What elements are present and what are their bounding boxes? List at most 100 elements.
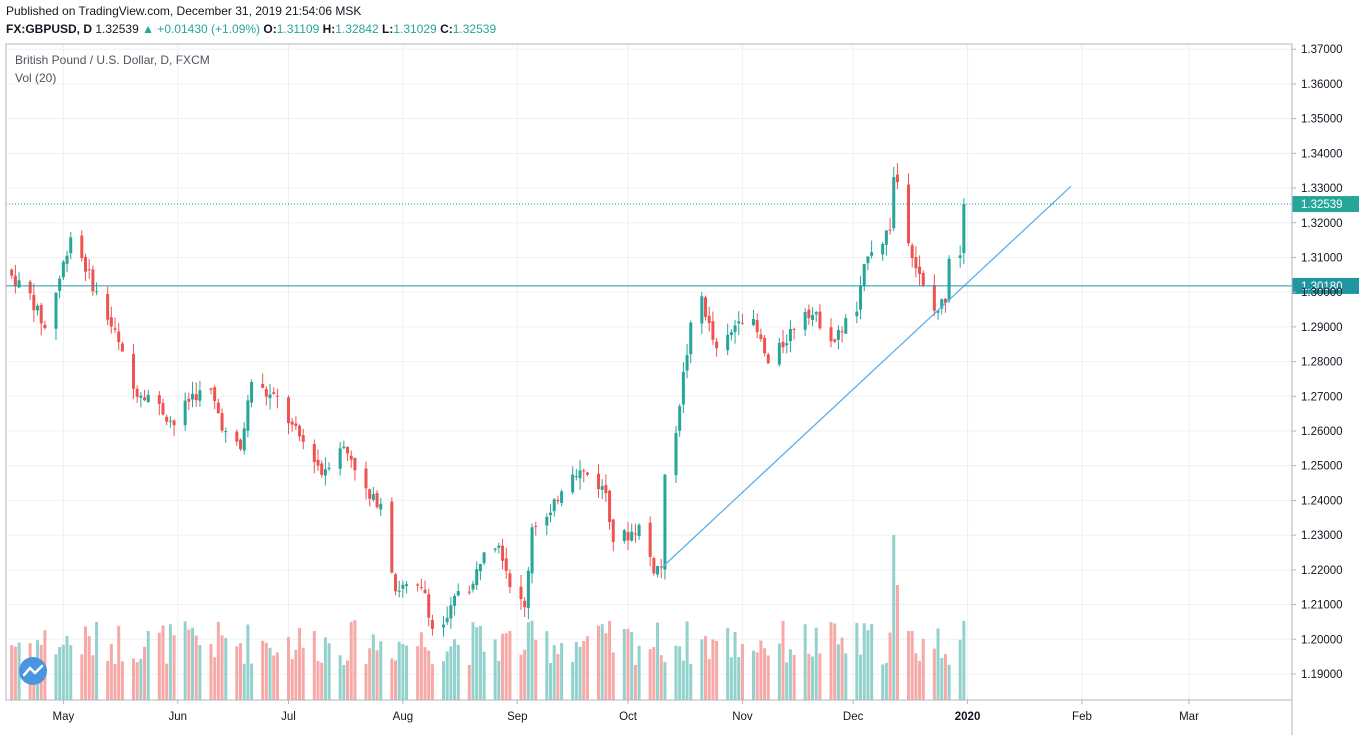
volume-bar xyxy=(191,627,195,700)
volume-bar xyxy=(534,639,538,700)
volume-bar xyxy=(884,662,888,700)
candle-body xyxy=(755,319,759,333)
volume-bar xyxy=(371,634,375,700)
volume-bar xyxy=(294,649,298,700)
candle-body xyxy=(604,484,608,494)
candle-body xyxy=(242,428,246,451)
volume-bar xyxy=(364,664,368,700)
volume-bar xyxy=(545,631,549,700)
candle-body xyxy=(862,263,866,286)
volume-bar xyxy=(726,627,730,700)
x-tick-label: Jul xyxy=(281,711,296,723)
high-label: H: xyxy=(322,22,336,36)
volume-bar xyxy=(183,621,187,700)
symbol-ohlc-line: FX:GBPUSD, D 1.32539 ▲ +0.01430 (+1.09%)… xyxy=(6,22,496,36)
volume-bar xyxy=(604,633,608,700)
candle-body xyxy=(888,229,892,231)
candle-body xyxy=(652,558,656,574)
candle-body xyxy=(918,266,922,275)
candle-body xyxy=(290,421,294,425)
candle-body xyxy=(892,177,896,229)
trendline[interactable] xyxy=(660,185,1072,569)
candle-body xyxy=(711,321,715,340)
candle-body xyxy=(183,400,187,426)
x-tick-label: May xyxy=(52,711,74,723)
candle-body xyxy=(552,499,556,512)
volume-bar xyxy=(368,648,372,700)
volume-bar xyxy=(866,630,870,700)
volume-bar xyxy=(715,640,719,700)
candle-body xyxy=(456,591,460,596)
volume-bar xyxy=(519,654,523,700)
volume-bar xyxy=(648,649,652,700)
candle-body xyxy=(530,527,534,574)
volume-bar xyxy=(918,660,922,700)
volume-bar xyxy=(286,637,290,700)
candle-body xyxy=(526,570,530,608)
candle-body xyxy=(962,204,966,253)
volume-bar xyxy=(120,661,124,700)
candle-body xyxy=(109,317,113,327)
volume-bar xyxy=(788,649,792,700)
chart-axes: 1.19000 1.20000 1.21000 1.22000 1.23000 1.240… xyxy=(5,43,1343,735)
volume-bar xyxy=(109,643,113,700)
volume-bar xyxy=(752,650,756,700)
volume-bar xyxy=(58,646,62,700)
volume-bar xyxy=(131,658,135,700)
volume-bar xyxy=(161,625,165,700)
x-tick-label: Jun xyxy=(168,711,187,723)
volume-bars xyxy=(10,535,966,700)
candle-body xyxy=(844,318,848,334)
candle-body xyxy=(759,334,763,339)
candle-body xyxy=(146,394,150,403)
candle-body xyxy=(781,341,785,348)
volume-bar xyxy=(84,626,88,700)
candle-body xyxy=(423,589,427,594)
volume-bar xyxy=(663,661,667,700)
candle-body xyxy=(220,413,224,431)
candle-body xyxy=(135,388,139,397)
volume-bar xyxy=(659,655,663,700)
y-tick-label: 1.23000 xyxy=(1301,530,1343,542)
candle-body xyxy=(416,584,420,586)
candle-body xyxy=(700,296,704,324)
volume-bar xyxy=(416,646,420,700)
volume-bar xyxy=(106,660,110,700)
candle-body xyxy=(250,381,254,403)
volume-bar xyxy=(342,664,346,700)
volume-bar xyxy=(582,641,586,700)
candle-body xyxy=(600,486,604,490)
candle-body xyxy=(430,620,434,629)
volume-bar xyxy=(10,645,14,700)
candle-body xyxy=(165,416,169,422)
volume-bar xyxy=(220,635,224,700)
volume-bar xyxy=(323,637,327,700)
candle-body xyxy=(932,285,936,311)
y-tick-label: 1.25000 xyxy=(1301,461,1343,473)
volume-bar xyxy=(65,635,69,700)
candle-body xyxy=(504,558,508,571)
volume-bar xyxy=(711,639,715,700)
y-tick-label: 1.22000 xyxy=(1301,565,1343,577)
candle-body xyxy=(349,455,353,460)
candle-body xyxy=(69,237,73,254)
y-tick-label: 1.30000 xyxy=(1301,287,1343,299)
candle-body xyxy=(729,332,733,336)
volume-bar xyxy=(792,654,796,700)
candle-body xyxy=(689,322,693,355)
volume-legend: Vol (20) xyxy=(15,71,57,85)
volume-bar xyxy=(652,647,656,700)
candle-body xyxy=(216,402,220,414)
candle-body xyxy=(626,532,630,541)
volume-bar xyxy=(346,660,350,700)
candle-body xyxy=(560,491,564,503)
last-price-badge xyxy=(1292,196,1359,213)
volume-bar xyxy=(423,647,427,700)
candle-body xyxy=(740,323,744,325)
candle-body xyxy=(752,318,756,326)
candle-body xyxy=(213,387,217,402)
volume-bar xyxy=(390,658,394,700)
volume-bar xyxy=(862,623,866,700)
volume-bar xyxy=(574,642,578,700)
